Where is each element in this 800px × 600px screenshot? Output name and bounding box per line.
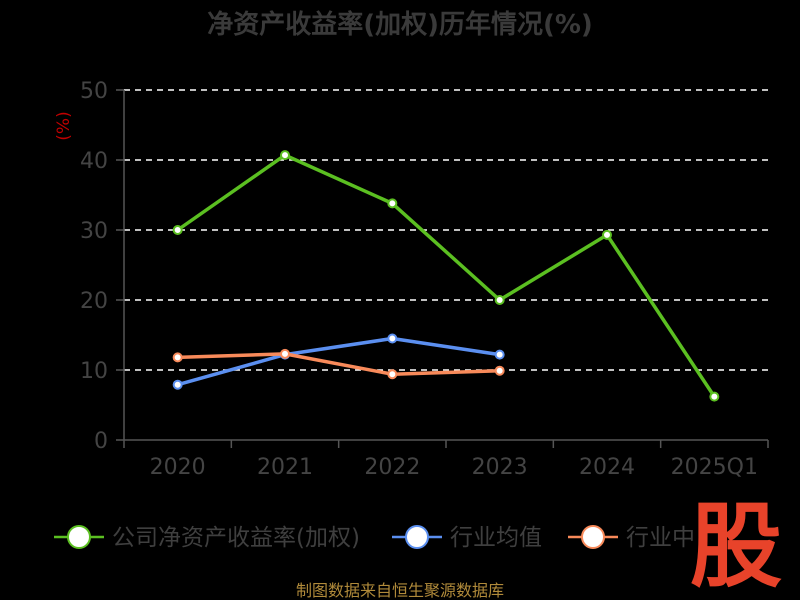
x-tick-label: 2025Q1 [671,455,758,480]
data-point[interactable] [494,295,505,305]
legend-marker [67,525,91,549]
legend-item[interactable]: 公司净资产收益率(加权) [54,525,360,551]
legend-marker [405,525,429,549]
series-layer [172,150,720,402]
legend: 公司净资产收益率(加权) 行业均值 行业中 [54,525,695,551]
x-tick-label: 2020 [150,455,206,480]
data-point[interactable] [387,369,398,380]
series-line [177,336,500,387]
chart-title: 净资产收益率(加权)历年情况(%) [207,9,593,40]
x-tick-label: 2023 [472,455,528,480]
data-point[interactable] [172,379,183,390]
x-tick-label: 2022 [364,455,420,480]
data-point[interactable] [387,333,398,344]
source-note: 制图数据来自恒生聚源数据库 [296,581,504,600]
data-point[interactable] [494,349,505,360]
y-tick-label: 20 [80,289,108,314]
data-point[interactable] [280,150,290,161]
data-point[interactable] [387,198,398,209]
legend-label: 行业均值 [450,525,542,551]
x-tick-label: 2024 [579,455,635,480]
grid-lines [124,89,768,371]
legend-item[interactable]: 行业均值 [392,525,542,551]
data-point[interactable] [494,365,505,376]
y-tick-label: 0 [94,429,108,454]
data-point[interactable] [602,229,612,240]
series-1 [172,333,505,390]
data-point[interactable] [709,391,720,402]
y-tick-label: 30 [80,219,108,244]
data-point[interactable] [172,352,183,363]
legend-label: 公司净资产收益率(加权) [112,525,360,551]
series-line [176,153,716,398]
data-point[interactable] [280,348,290,359]
legend-item[interactable]: 行业中 [568,525,695,551]
axes: 0 10 20 30 40 50 2020 2021 2022 2023 2024 2025Q1 [80,79,769,480]
series-line [177,352,500,376]
y-tick-label: 40 [80,149,108,174]
x-tick-label: 2021 [257,455,313,480]
y-tick-label: 50 [80,79,108,104]
legend-marker [581,525,605,549]
legend-label: 行业中 [626,525,695,551]
series-2 [172,348,505,380]
data-point[interactable] [172,225,183,235]
y-tick-label: 10 [80,359,108,384]
series-0 [172,150,720,402]
y-axis-unit: (%) [54,111,74,140]
brand-logo-glyph: 股 [690,493,782,600]
